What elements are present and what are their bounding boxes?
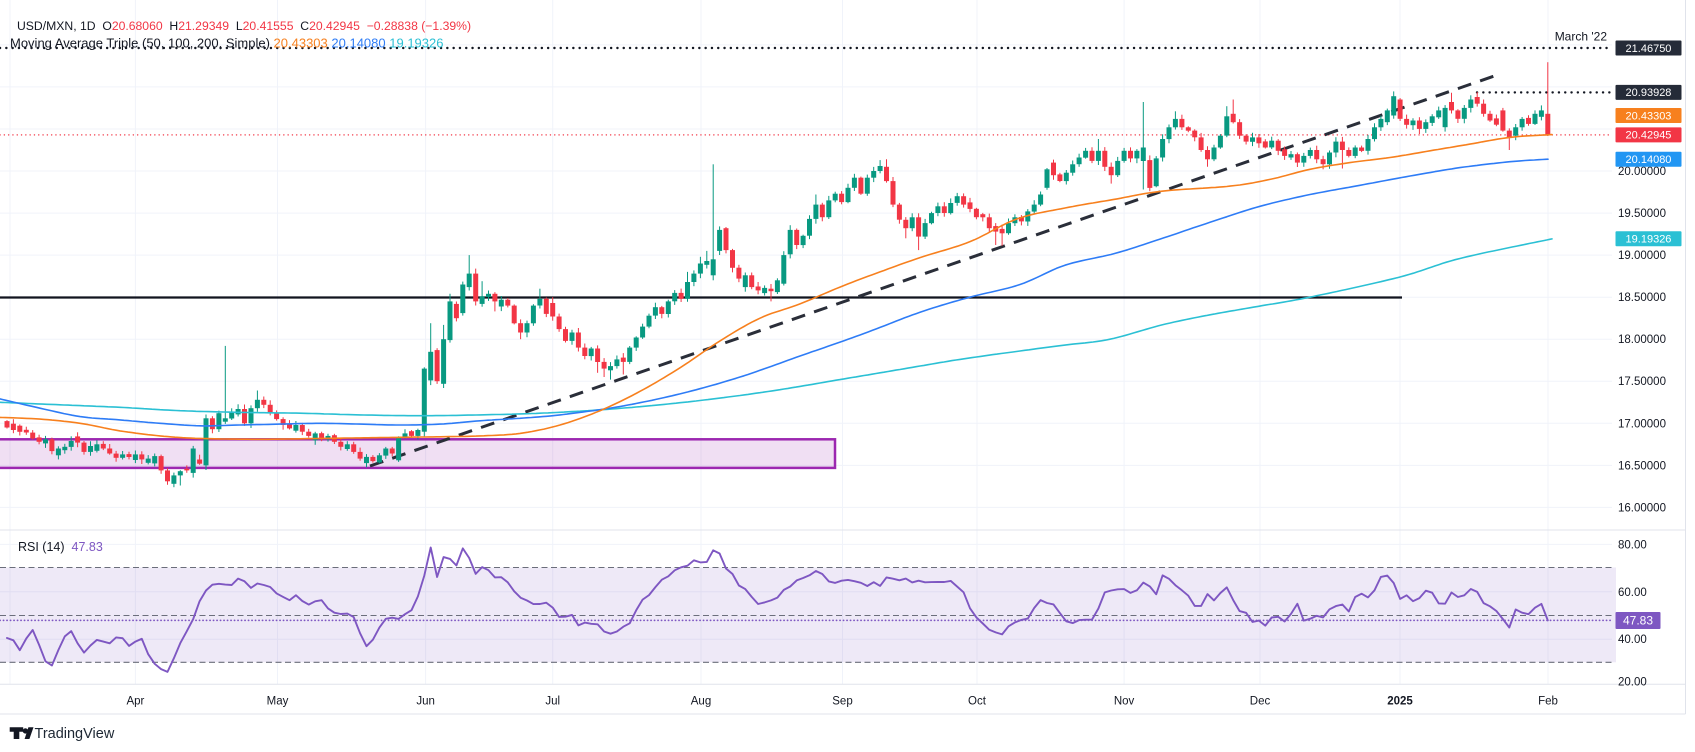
svg-text:17.00000: 17.00000: [1618, 418, 1666, 430]
svg-text:60.00: 60.00: [1618, 587, 1647, 599]
svg-text:Jun: Jun: [416, 696, 435, 708]
svg-text:RSI (14) 47.83: RSI (14) 47.83: [18, 540, 103, 554]
svg-text:Nov: Nov: [1114, 696, 1135, 708]
svg-text:20.00000: 20.00000: [1618, 166, 1666, 178]
svg-text:TradingView: TradingView: [35, 726, 115, 742]
svg-text:21.46750: 21.46750: [1626, 43, 1672, 55]
svg-text:Sep: Sep: [832, 696, 852, 708]
svg-text:USD/MXN, 1D O20.68060 H21.29: USD/MXN, 1D O20.68060 H21.29349 L20.4155…: [17, 19, 471, 33]
svg-text:40.00: 40.00: [1618, 634, 1647, 646]
svg-text:Moving Average Triple (50, 100: Moving Average Triple (50, 100, 200, Sim…: [10, 36, 443, 51]
svg-text:Jul: Jul: [545, 696, 560, 708]
svg-text:20.42945: 20.42945: [1626, 130, 1672, 142]
svg-text:18.00000: 18.00000: [1618, 334, 1666, 346]
svg-text:Aug: Aug: [691, 696, 711, 708]
svg-text:16.50000: 16.50000: [1618, 460, 1666, 472]
svg-text:47.83: 47.83: [1623, 614, 1653, 628]
svg-text:17.50000: 17.50000: [1618, 376, 1666, 388]
svg-text:Oct: Oct: [968, 696, 987, 708]
svg-text:Apr: Apr: [126, 696, 144, 708]
svg-text:20.93928: 20.93928: [1626, 87, 1672, 99]
svg-text:18.50000: 18.50000: [1618, 292, 1666, 304]
svg-text:20.43303: 20.43303: [1626, 110, 1672, 122]
svg-text:16.00000: 16.00000: [1618, 502, 1666, 514]
svg-text:19.19326: 19.19326: [1626, 234, 1672, 246]
svg-text:March '22: March '22: [1555, 30, 1608, 44]
svg-text:20.14080: 20.14080: [1626, 154, 1672, 166]
svg-text:19.00000: 19.00000: [1618, 250, 1666, 262]
svg-text:Feb: Feb: [1538, 696, 1558, 708]
svg-text:20.00: 20.00: [1618, 677, 1647, 689]
svg-text:Dec: Dec: [1250, 696, 1271, 708]
svg-text:2025: 2025: [1387, 696, 1413, 708]
svg-text:80.00: 80.00: [1618, 539, 1647, 551]
svg-text:May: May: [267, 696, 289, 708]
svg-text:19.50000: 19.50000: [1618, 208, 1666, 220]
